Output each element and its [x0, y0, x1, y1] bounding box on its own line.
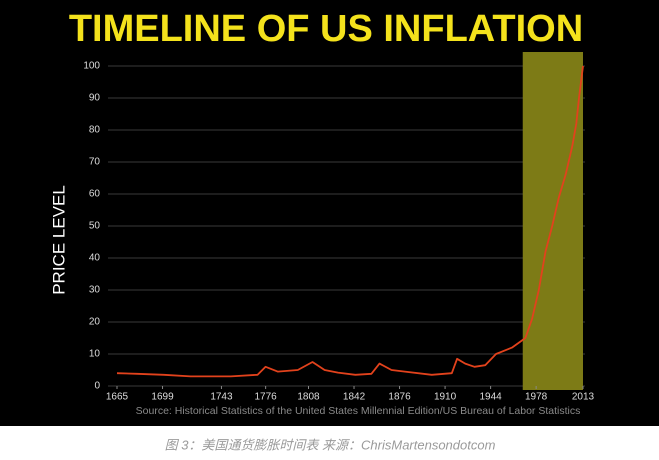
y-axis-label: PRICE LEVEL	[49, 185, 68, 295]
caption: 图 3：美国通货膨胀时间表 来源：ChrisMartensondotcom	[165, 437, 496, 452]
x-tick-label: 2013	[572, 392, 595, 403]
data-line	[116, 65, 584, 378]
x-tick-label: 1944	[479, 392, 502, 403]
y-tick-label: 100	[83, 61, 100, 72]
x-tick-label: 1978	[525, 392, 548, 403]
x-tick-label: 1808	[297, 392, 320, 403]
y-tick-label: 70	[89, 157, 101, 168]
y-tick-label: 10	[89, 349, 101, 360]
x-tick-label: 1876	[388, 392, 411, 403]
y-tick-label: 80	[89, 125, 101, 136]
y-tick-label: 50	[89, 221, 101, 232]
y-tick-label: 60	[89, 189, 101, 200]
x-tick-label: 1665	[106, 392, 129, 403]
y-tick-label: 30	[89, 285, 101, 296]
y-tick-label: 40	[89, 253, 101, 264]
y-tick-label: 20	[89, 317, 101, 328]
x-tick-label: 1910	[434, 392, 457, 403]
x-tick-label: 1842	[343, 392, 366, 403]
x-tick-label: 1743	[210, 392, 233, 403]
source-note: Source: Historical Statistics of the Uni…	[136, 405, 581, 417]
x-tick-label: 1699	[151, 392, 174, 403]
y-tick-label: 90	[89, 93, 101, 104]
chart-title: TIMELINE OF US INFLATION	[69, 8, 583, 50]
y-tick-label: 0	[94, 381, 100, 392]
x-tick-label: 1776	[255, 392, 278, 403]
